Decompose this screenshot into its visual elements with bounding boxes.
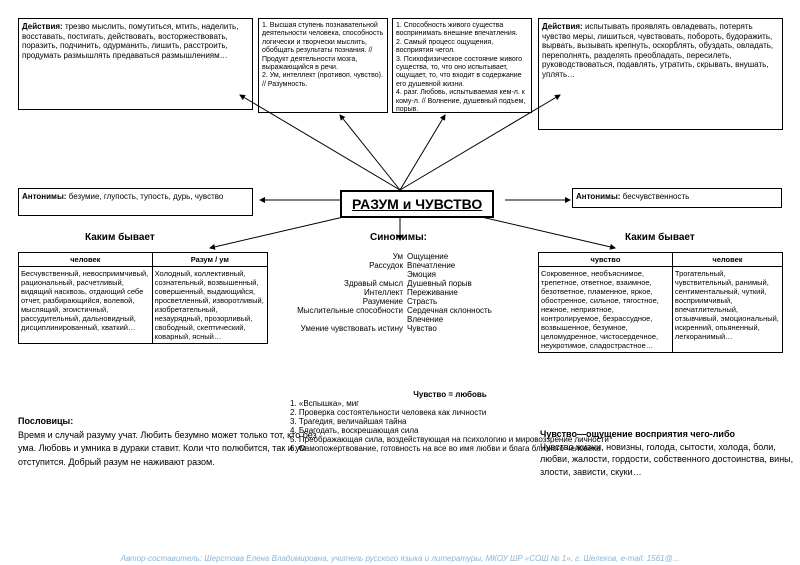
kakim-right-label: Каким бывает <box>625 232 695 243</box>
footer-credit: Автор-составитель: Шерстова Елена Владим… <box>0 554 800 563</box>
td-razum: Холодный, коллективный, сознательный, во… <box>152 267 267 344</box>
posl-heading: Пословицы: <box>18 415 318 429</box>
th-chelovek-r: человек <box>672 253 782 267</box>
synonyms-columns: УмРассудок Здравый смыслИнтеллектРазумен… <box>280 252 530 333</box>
actions-razum-box: Действия: трезво мыслить, помутиться, мт… <box>18 18 253 110</box>
th-chuvstvo: чувство <box>539 253 673 267</box>
td-chelovek-r: Трогательный, чувствительный, ранимый, с… <box>672 267 782 353</box>
th-chelovek-l: человек <box>19 253 153 267</box>
kakim-left-label: Каким бывает <box>85 232 155 243</box>
antonyms-chuvstvo-box: Антонимы: бесчувственность <box>572 188 782 208</box>
chuv-lyubov-title: Чувство = любовь <box>290 390 610 399</box>
def-razum-text: 1. Высшая ступень познавательной деятель… <box>262 22 383 88</box>
actions-razum-text: Действия: трезво мыслить, помутиться, мт… <box>22 22 238 60</box>
table-chuvstvo: чувствочеловек Сокровенное, необъяснимое… <box>538 252 783 353</box>
def-razum-box: 1. Высшая ступень познавательной деятель… <box>258 18 388 113</box>
syn-right-col: ОщущениеВпечатлениеЭмоцияДушевный порывП… <box>407 252 530 333</box>
th-razum: Разум / ум <box>152 253 267 267</box>
td-chelovek-l: Бесчувственный, невосприимчивый, рациона… <box>19 267 153 344</box>
td-chuvstvo: Сокровенное, необъяснимое, трепетное, от… <box>539 267 673 353</box>
chuv-osh-text: Чувство жизни, новизны, голода, сытости,… <box>540 441 795 479</box>
antonyms-razum-box: Антонимы: безумие, глупость, тупость, ду… <box>18 188 253 216</box>
poslovitsy-block: Пословицы: Время и случай разуму учат. Л… <box>18 415 318 469</box>
def-chuvstvo-text: 1. Способность живого существа восприним… <box>396 22 525 113</box>
def-chuvstvo-box: 1. Способность живого существа восприним… <box>392 18 532 113</box>
posl-text: Время и случай разуму учат. Любить безум… <box>18 429 318 470</box>
actions-chuvstvo-text: Действия: испытывать проявлять овладеват… <box>542 22 773 79</box>
synonyms-label: Синонимы: <box>370 232 427 243</box>
syn-left-col: УмРассудок Здравый смыслИнтеллектРазумен… <box>280 252 403 333</box>
chuvstvo-oshushenie-block: Чувство—ощущение восприятия чего-либо Чу… <box>540 428 795 478</box>
table-razum: человекРазум / ум Бесчувственный, невосп… <box>18 252 268 344</box>
chuv-osh-heading: Чувство—ощущение восприятия чего-либо <box>540 428 795 441</box>
actions-chuvstvo-box: Действия: испытывать проявлять овладеват… <box>538 18 783 130</box>
center-title: РАЗУМ и ЧУВСТВО <box>340 190 494 218</box>
